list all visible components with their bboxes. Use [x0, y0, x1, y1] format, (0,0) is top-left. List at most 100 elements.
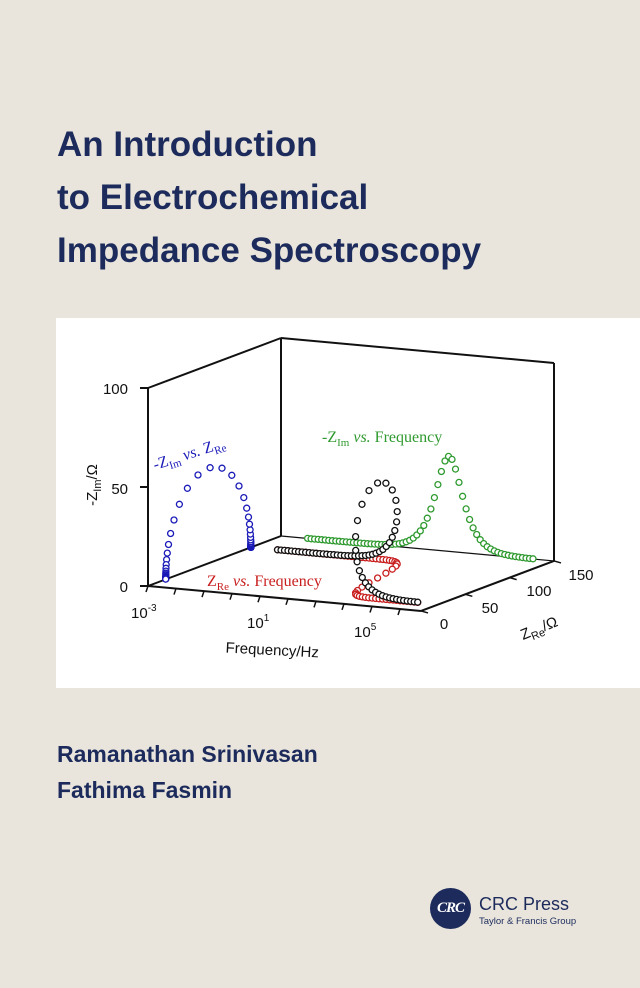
im-vs-freq-point — [458, 492, 467, 500]
nyquist-point — [162, 575, 170, 583]
nyquist-point — [245, 520, 254, 528]
freq-tick-mark — [257, 596, 261, 603]
zre-tick-label: 50 — [482, 600, 499, 617]
im-vs-freq-point — [473, 530, 481, 539]
nyquist-point — [183, 484, 192, 492]
zim-tick-label: 50 — [111, 481, 128, 498]
freq-tick-mark — [313, 601, 317, 608]
title-line: to Electrochemical — [57, 178, 369, 217]
freq-tick-mark — [341, 603, 345, 611]
authors: Ramanathan Srinivasan Fathima Fasmin — [57, 736, 318, 808]
left-wall-top-edge — [147, 337, 282, 389]
nyquist-point — [163, 549, 171, 557]
3d-impedance-point — [414, 598, 422, 606]
freq-tick-mark — [173, 588, 177, 595]
frequency-axis-line — [147, 585, 422, 612]
title-line: An Introduction — [57, 125, 318, 164]
title-line: Impedance Spectroscopy — [57, 231, 482, 270]
3d-impedance-point — [392, 518, 401, 526]
3d-impedance-point — [353, 558, 361, 566]
im-vs-freq-point — [451, 465, 460, 473]
publisher-name: CRC Press — [479, 894, 570, 914]
impedance-3d-chart: 100 50 0 -ZIm/Ω 10-3 101 105 Frequency/H… — [84, 337, 594, 662]
freq-tick-mark — [369, 606, 373, 613]
nyquist-series-label: -ZIm vs. ZRe — [151, 435, 228, 477]
nyquist-point — [194, 471, 202, 479]
re-vs-freq-point — [388, 565, 396, 573]
nyquist-point — [175, 500, 184, 508]
zre-tick-mark — [420, 610, 429, 614]
publisher-logo: CRC CRC Press Taylor & Francis Group — [430, 888, 630, 932]
zre-tick-label: 0 — [440, 616, 448, 633]
3d-impedance-point — [392, 496, 400, 505]
nyquist-point — [164, 540, 173, 549]
re-vs-freq-point — [382, 569, 390, 577]
im-vs-freq-point — [441, 457, 449, 465]
zre-tick-label: 150 — [568, 567, 593, 584]
nyquist-point — [244, 513, 253, 521]
nyquist-point — [218, 464, 226, 472]
nyquist-point — [243, 504, 251, 512]
publisher-subtitle: Taylor & Francis Group — [479, 916, 577, 927]
3d-impedance-point — [393, 507, 401, 516]
freq-tick-mark — [285, 598, 289, 606]
im-vs-freq-point — [427, 505, 435, 513]
crc-logo-icon: CRC — [430, 888, 471, 929]
zre-tick-label: 100 — [526, 583, 551, 600]
nyquist-point — [170, 516, 178, 524]
im-vs-freq-point — [465, 515, 474, 524]
zre-tick-mark — [509, 576, 517, 581]
cover-figure-panel: 100 50 0 -ZIm/Ω 10-3 101 105 Frequency/H… — [56, 318, 640, 688]
nyquist-point — [166, 529, 175, 538]
freq-tick-mark — [145, 585, 149, 593]
im-vs-freq-point — [434, 480, 442, 489]
3d-impedance-point — [388, 533, 396, 541]
im-vs-freq-point — [462, 505, 470, 513]
floor-left-edge — [147, 535, 282, 587]
zim-tick-label: 0 — [120, 579, 128, 596]
im-vs-freq-point — [448, 455, 456, 464]
3d-impedance-point — [373, 479, 382, 487]
nyquist-point — [235, 482, 243, 490]
3d-impedance-point — [353, 516, 362, 525]
im-vs-freq-point — [455, 478, 463, 487]
author-name: Fathima Fasmin — [57, 777, 233, 803]
zim-axis-label: -ZIm/Ω — [84, 464, 104, 506]
freq-tick-mark — [397, 608, 401, 616]
3d-impedance-point — [385, 538, 394, 547]
im-vs-freq-point — [529, 555, 537, 563]
im-vs-freq-point — [416, 527, 424, 535]
3d-impedance-point — [365, 486, 373, 495]
3d-impedance-point — [355, 567, 364, 575]
freq-tick-mark — [201, 590, 205, 598]
back-wall-top-edge — [280, 337, 555, 364]
freq-axis-label: Frequency/Hz — [225, 640, 319, 662]
freq-tick-label: 105 — [354, 622, 377, 641]
3d-impedance-point — [351, 532, 360, 541]
3d-impedance-point — [358, 500, 366, 508]
freq-tick-label: 10-3 — [131, 603, 157, 622]
re-freq-series-label: ZRe vs. Frequency — [207, 573, 322, 593]
im-vs-freq-point — [469, 524, 477, 532]
re-vs-freq-point — [373, 574, 382, 582]
nyquist-point — [228, 471, 236, 479]
3d-impedance-point — [391, 526, 399, 535]
im-freq-series-label: -ZIm vs. Frequency — [322, 429, 442, 449]
im-vs-freq-point — [420, 521, 428, 530]
3d-impedance-point — [388, 486, 396, 494]
zre-axis-line — [420, 560, 555, 612]
im-vs-freq-point — [437, 467, 446, 476]
nyquist-point — [240, 493, 248, 502]
im-vs-freq-point — [423, 514, 431, 522]
freq-tick-label: 101 — [247, 613, 270, 632]
3d-impedance-point — [352, 546, 360, 555]
author-name: Ramanathan Srinivasan — [57, 741, 318, 767]
nyquist-point — [206, 464, 214, 472]
im-vs-freq-point — [430, 493, 439, 502]
zre-tick-mark — [553, 560, 562, 564]
3d-impedance-point — [382, 479, 390, 487]
zim-tick-label: 100 — [103, 381, 128, 398]
book-title: An Introduction to Electrochemical Imped… — [57, 118, 481, 277]
zre-axis-label: ZRe/Ω — [518, 613, 561, 646]
zre-tick-mark — [465, 593, 473, 598]
